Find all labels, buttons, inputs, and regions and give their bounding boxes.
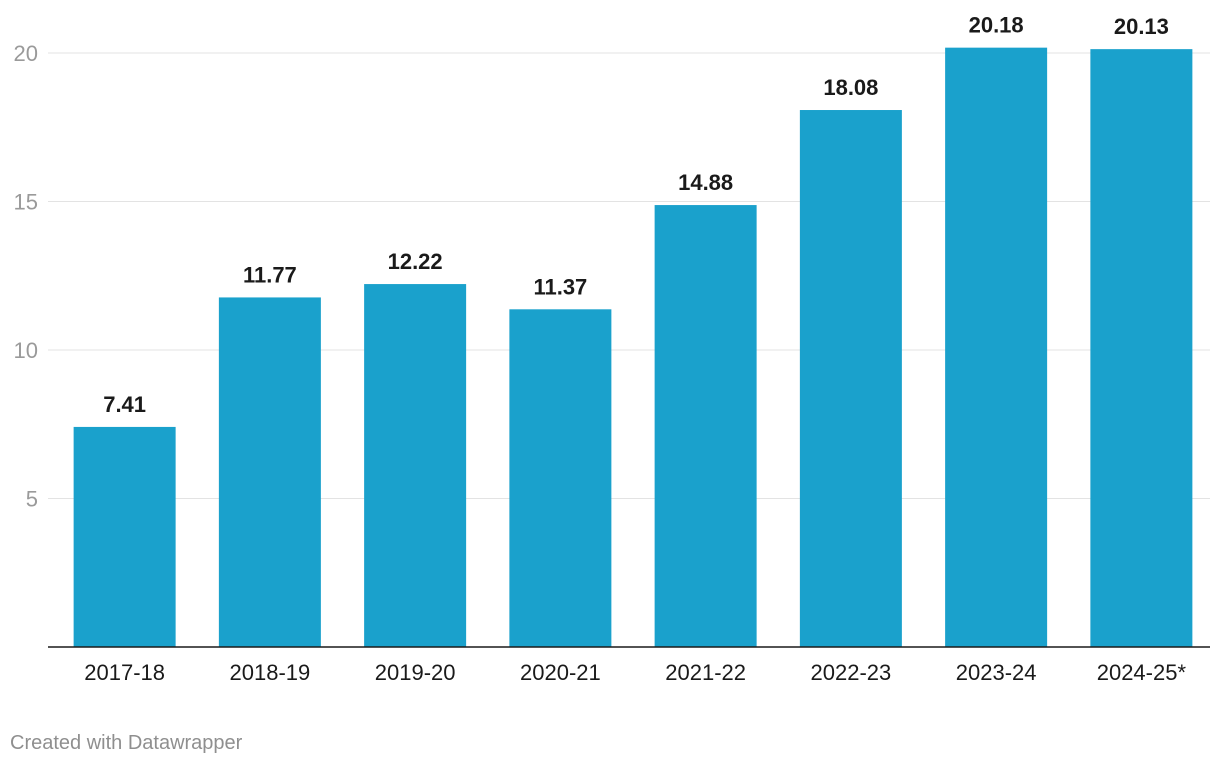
x-tick-label: 2020-21 <box>520 660 601 685</box>
y-tick-label: 15 <box>14 190 38 215</box>
bar <box>945 47 1048 648</box>
x-tick-label: 2018-19 <box>230 660 311 685</box>
y-tick-label: 10 <box>14 338 38 363</box>
x-tick-label: 2022-23 <box>811 660 892 685</box>
bar-value-label: 12.22 <box>388 249 443 274</box>
x-tick-label: 2019-20 <box>375 660 456 685</box>
bar <box>218 297 321 647</box>
y-tick-label: 5 <box>26 487 38 512</box>
bar <box>799 110 902 648</box>
bar-value-label: 20.18 <box>969 13 1024 38</box>
bar <box>654 205 757 647</box>
bar-value-label: 18.08 <box>823 75 878 100</box>
bar <box>509 309 612 647</box>
x-tick-label: 2017-18 <box>84 660 165 685</box>
axes: 5 10 15 20 2017-18 2018-19 2019-20 2020-21 2021-… <box>14 41 1210 685</box>
bar-value-label: 7.41 <box>103 392 146 417</box>
bar-value-label: 20.13 <box>1114 14 1169 39</box>
bars <box>73 47 1193 648</box>
x-tick-label: 2023-24 <box>956 660 1037 685</box>
x-tick-label: 2024-25* <box>1097 660 1187 685</box>
bar <box>364 284 467 647</box>
y-tick-label: 20 <box>14 41 38 66</box>
bar <box>73 426 176 647</box>
value-labels: 7.41 11.77 12.22 11.37 14.88 18.08 20.18 20.13 <box>103 13 1169 417</box>
datawrapper-credit: Created with Datawrapper <box>10 732 243 754</box>
bar-value-label: 11.77 <box>243 262 297 287</box>
bar-value-label: 14.88 <box>678 170 733 195</box>
x-tick-label: 2021-22 <box>665 660 746 685</box>
bar <box>1090 49 1193 648</box>
bar-value-label: 11.37 <box>533 274 587 299</box>
